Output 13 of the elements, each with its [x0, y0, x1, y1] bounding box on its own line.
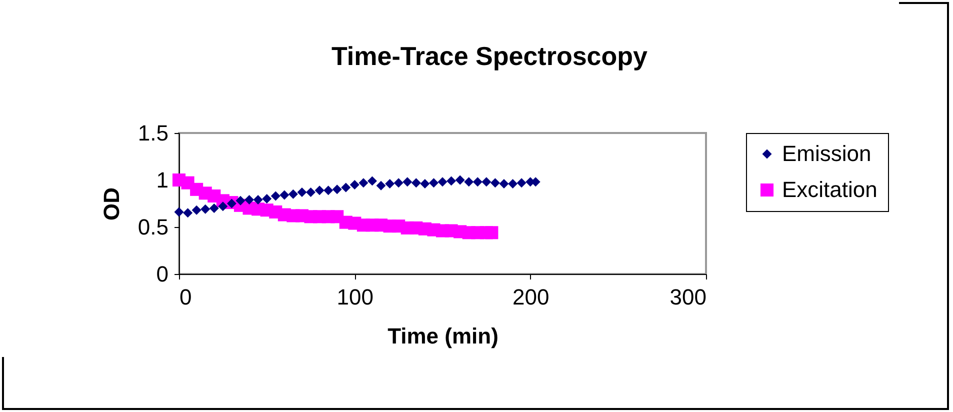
- y-tick-label: 1.5: [138, 120, 168, 146]
- y-tick-label: 0.5: [138, 214, 168, 240]
- y-tick-label: 0: [156, 262, 168, 286]
- y-tick-label: 1: [156, 168, 168, 192]
- x-tick-label: 100: [336, 284, 374, 310]
- x-tick-label: 0: [180, 284, 192, 310]
- x-axis-title: Time (min): [388, 324, 498, 348]
- legend-label: Excitation: [782, 177, 878, 202]
- x-tick-label: 300: [670, 284, 706, 310]
- chart-title: Time-Trace Spectroscopy: [332, 41, 648, 71]
- y-axis-title: OD: [98, 188, 124, 220]
- legend-label: Emission: [782, 141, 872, 166]
- x-tick-label: 200: [512, 284, 550, 310]
